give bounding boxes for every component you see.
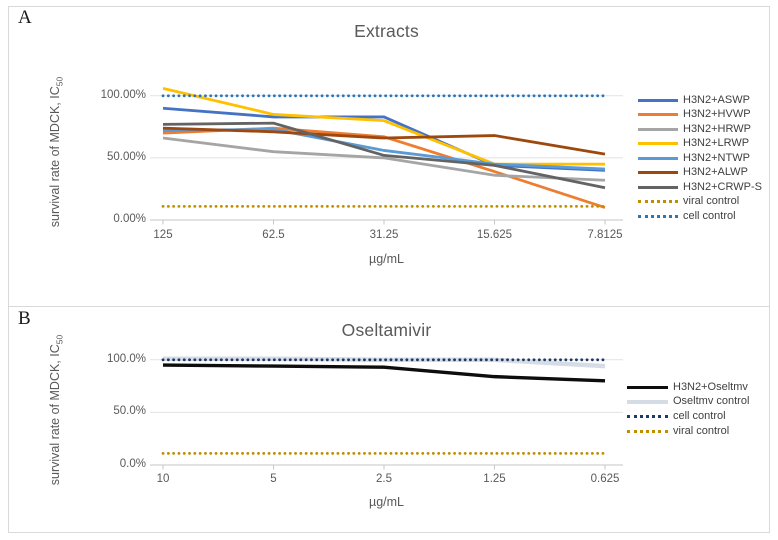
x-tick-label: 5 <box>270 473 277 485</box>
panel-b-y-axis-label: survival rate of MDCK, IC50 <box>48 300 68 520</box>
panel-b-title: Oseltamivir <box>341 320 432 340</box>
legend-item: cell control <box>638 209 736 223</box>
x-tick-label: 62.5 <box>262 229 285 241</box>
figure-border <box>8 6 770 533</box>
legend-swatch-line <box>638 113 678 117</box>
panel-b-letter: B <box>18 308 31 329</box>
legend-item: H3N2+NTWP <box>638 151 750 165</box>
panel-b-y-axis-label-main: survival rate of MDCK, IC <box>48 344 62 486</box>
legend-item: viral control <box>627 424 729 438</box>
legend-label: viral control <box>683 195 740 208</box>
legend-swatch-line <box>638 98 678 102</box>
legend-label: Oseltmv control <box>673 395 750 408</box>
legend-item: H3N2+LRWP <box>638 137 749 151</box>
x-tick-label: 125 <box>153 229 173 241</box>
panel-b-x-axis-title: µg/mL <box>369 495 404 509</box>
legend-label: H3N2+HRWP <box>683 122 751 135</box>
legend-swatch-dotted-line <box>627 415 668 419</box>
y-tick-label: 100.00% <box>100 88 146 101</box>
legend-item: viral control <box>638 195 739 209</box>
legend-item: H3N2+Oseltmv <box>627 380 748 394</box>
legend-swatch-dotted-line <box>638 214 678 218</box>
series-line-h3n2-lrwp <box>162 86 605 166</box>
legend-item: H3N2+CRWP-S <box>638 180 762 194</box>
legend-swatch-dotted-line <box>627 429 668 433</box>
legend-swatch-dotted-line <box>638 200 678 204</box>
x-tick-label: 0.625 <box>590 473 620 485</box>
legend-item: H3N2+HRWP <box>638 122 751 136</box>
x-tick-label: 1.25 <box>483 473 506 485</box>
y-tick-label: 50.00% <box>106 150 146 163</box>
y-tick-label: 100.0% <box>106 352 146 365</box>
legend-swatch-line <box>638 171 678 175</box>
legend-swatch-line <box>638 142 678 146</box>
panel-b-y-axis-label-sub: 50 <box>54 334 65 345</box>
y-tick-label: 0.00% <box>113 213 146 225</box>
legend-label: H3N2+HVWP <box>683 108 751 121</box>
y-tick-label: 0.0% <box>119 458 146 470</box>
legend-item: H3N2+HVWP <box>638 108 751 122</box>
x-tick-label: 31.25 <box>369 229 399 241</box>
legend-label: cell control <box>683 209 736 222</box>
legend-label: viral control <box>673 424 730 437</box>
legend-swatch-line <box>627 385 668 389</box>
series-line-h3n2-oseltmv <box>162 363 606 383</box>
legend-swatch-line <box>638 185 678 189</box>
legend-label: H3N2+CRWP-S <box>683 180 762 193</box>
legend-swatch-line <box>627 399 668 404</box>
legend-item: H3N2+ASWP <box>638 93 750 107</box>
x-tick-label: 10 <box>156 473 170 485</box>
x-tick-label: 7.8125 <box>587 229 623 241</box>
series-line-h3n2-alwp <box>162 126 606 156</box>
legend-item: cell control <box>627 410 726 424</box>
legend-label: H3N2+NTWP <box>683 151 750 164</box>
legend-item: H3N2+ALWP <box>638 166 748 180</box>
legend-label: H3N2+ALWP <box>683 166 748 179</box>
x-tick-label: 15.625 <box>476 229 513 241</box>
series-line-h3n2-hrwp <box>162 136 606 182</box>
legend-label: H3N2+LRWP <box>683 137 750 150</box>
panel-divider <box>8 306 770 307</box>
legend-swatch-line <box>638 127 678 131</box>
series-line-h3n2-crwp-s <box>162 121 606 190</box>
legend-swatch-line <box>638 156 678 160</box>
panel-a-title: Extracts <box>354 21 419 41</box>
panel-a-letter: A <box>18 7 32 28</box>
x-tick-label: 2.5 <box>376 473 392 485</box>
y-tick-label: 50.0% <box>113 405 146 418</box>
panel-a-x-axis-title: µg/mL <box>369 252 404 266</box>
legend-label: cell control <box>673 410 726 423</box>
legend-label: H3N2+ASWP <box>683 93 750 106</box>
legend-item: Oseltmv control <box>627 395 749 409</box>
legend-label: H3N2+Oseltmv <box>673 380 748 393</box>
